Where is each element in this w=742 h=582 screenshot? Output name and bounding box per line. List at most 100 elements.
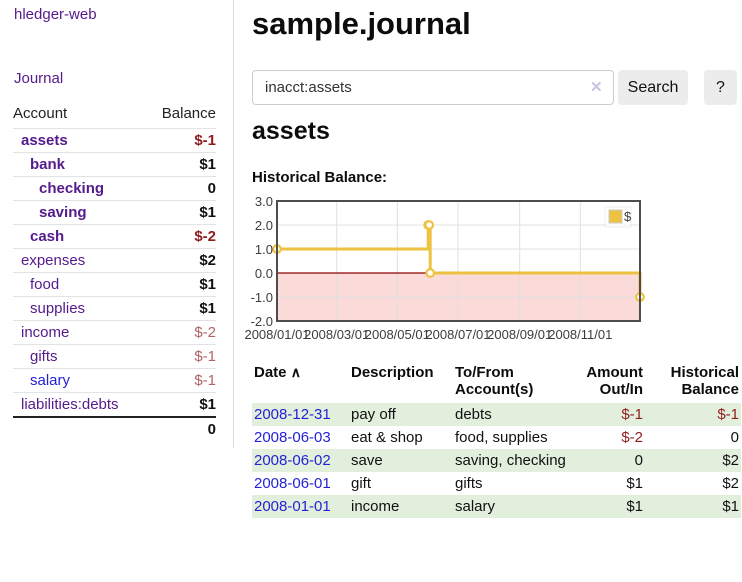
- transaction-description: pay off: [351, 406, 396, 423]
- transaction-accounts: food, supplies: [455, 429, 548, 446]
- account-balance: $1: [147, 296, 216, 321]
- transaction-accounts: saving, checking: [455, 452, 566, 469]
- transaction-amount: 0: [634, 452, 643, 469]
- data-point: [425, 268, 436, 278]
- search-button[interactable]: Search: [618, 70, 688, 105]
- sidebar-item-journal[interactable]: Journal: [14, 70, 64, 87]
- register-row: 2008-01-01 income salary $1 $1: [252, 495, 741, 518]
- x-tick-label: 2008/05/01: [365, 327, 430, 342]
- account-link-bank[interactable]: bank: [30, 156, 66, 173]
- column-header-account: Account: [13, 105, 68, 122]
- transaction-description: gift: [351, 475, 372, 492]
- chart-canvas: $ 3.0 2.0 1.0 0.0 -1.0 -2.0 2008/01/01 2…: [244, 194, 645, 342]
- column-header-balance: Historical Balance: [670, 364, 739, 398]
- account-row: salary $-1: [13, 368, 216, 393]
- transaction-amount: $1: [626, 475, 643, 492]
- transaction-description: save: [351, 452, 383, 469]
- accounts-table-header: Account Balance: [13, 101, 216, 129]
- transaction-balance: $2: [722, 475, 739, 492]
- transaction-amount: $-1: [621, 406, 643, 423]
- search-input[interactable]: [252, 70, 614, 105]
- account-heading: assets: [252, 117, 330, 145]
- transaction-amount: $1: [626, 498, 643, 515]
- sidebar: hledger-web Journal Account Balance asse…: [0, 0, 234, 448]
- legend-swatch: [608, 209, 623, 224]
- account-balance: $-1: [147, 128, 216, 153]
- account-link-salary[interactable]: salary: [30, 372, 71, 389]
- transaction-balance: $1: [722, 498, 739, 515]
- transaction-description: income: [351, 498, 400, 515]
- main-content: sample.journal ✕ Search ? assets Histori…: [244, 0, 742, 582]
- column-header-balance: Balance: [161, 105, 216, 122]
- sort-ascending-icon: ∧: [290, 364, 301, 380]
- register-row: 2008-06-01 gift gifts $1 $2: [252, 472, 741, 495]
- transaction-date-link[interactable]: 2008-06-03: [254, 429, 331, 446]
- legend-label: $: [624, 209, 632, 224]
- x-tick-label: 2008/09/01: [487, 327, 552, 342]
- x-tick-label: 2008/11/01: [548, 327, 612, 342]
- account-link-liabilities-debts[interactable]: liabilities:debts: [21, 396, 119, 413]
- y-tick-label: 3.0: [255, 194, 273, 209]
- app-title-link[interactable]: hledger-web: [14, 6, 97, 23]
- historical-balance-chart: $ 3.0 2.0 1.0 0.0 -1.0 -2.0 2008/01/01 2…: [244, 194, 742, 355]
- transaction-balance: 0: [730, 429, 739, 446]
- account-link-assets[interactable]: assets: [21, 132, 68, 149]
- transaction-accounts: gifts: [455, 475, 483, 492]
- account-balance: $1: [147, 200, 216, 225]
- transaction-date-link[interactable]: 2008-01-01: [254, 498, 331, 515]
- account-link-income[interactable]: income: [21, 324, 70, 341]
- account-balance: 0: [147, 176, 216, 201]
- transaction-balance: $-1: [717, 406, 739, 423]
- accounts-total-value: 0: [147, 416, 216, 441]
- register-row: 2008-12-31 pay off debts $-1 $-1: [252, 403, 741, 426]
- transaction-accounts: debts: [455, 406, 492, 423]
- register-row: 2008-06-02 save saving, checking 0 $2: [252, 449, 741, 472]
- transaction-description: eat & shop: [351, 429, 423, 446]
- y-tick-label: 0.0: [255, 266, 273, 281]
- account-balance: $2: [147, 248, 216, 273]
- x-tick-label: 2008/01/01: [244, 327, 309, 342]
- transaction-balance: $2: [722, 452, 739, 469]
- account-balance: $1: [147, 152, 216, 177]
- transaction-amount: $-2: [621, 429, 643, 446]
- transaction-date-link[interactable]: 2008-06-02: [254, 452, 331, 469]
- help-button[interactable]: ?: [704, 70, 737, 105]
- account-row: supplies $1: [13, 296, 216, 321]
- account-balance: $-2: [147, 320, 216, 345]
- accounts-table: Account Balance assets $-1 bank $1 check…: [13, 101, 216, 441]
- column-header-amount: Amount Out/In: [586, 364, 643, 398]
- account-link-food[interactable]: food: [30, 276, 60, 293]
- account-row: checking 0: [13, 176, 216, 201]
- transaction-date-link[interactable]: 2008-06-01: [254, 475, 331, 492]
- y-tick-label: 2.0: [255, 218, 273, 233]
- account-balance: $-2: [147, 224, 216, 249]
- chart-title: Historical Balance:: [252, 169, 388, 186]
- x-tick-label: 2008/07/01: [425, 327, 490, 342]
- transaction-date-link[interactable]: 2008-12-31: [254, 406, 331, 423]
- account-balance: $-1: [147, 344, 216, 369]
- x-tick-label: 2008/03/01: [304, 327, 369, 342]
- account-row: bank $1: [13, 152, 216, 177]
- account-link-expenses[interactable]: expenses: [21, 252, 86, 269]
- account-balance: $-1: [147, 368, 216, 393]
- y-tick-label: -2.0: [251, 314, 273, 329]
- register-row: 2008-06-03 eat & shop food, supplies $-2…: [252, 426, 741, 449]
- plot-border: [276, 200, 641, 322]
- account-balance: $1: [147, 272, 216, 297]
- account-link-cash[interactable]: cash: [30, 228, 65, 245]
- account-link-checking[interactable]: checking: [39, 180, 105, 197]
- account-row: income $-2: [13, 320, 216, 345]
- column-header-date[interactable]: Date ∧: [254, 364, 301, 381]
- register-table: Date ∧ Description To/From Account(s) Am…: [252, 362, 741, 518]
- y-tick-label: -1.0: [251, 290, 273, 305]
- column-header-accounts: To/From Account(s): [455, 364, 534, 398]
- account-link-saving[interactable]: saving: [39, 204, 87, 221]
- account-link-gifts[interactable]: gifts: [30, 348, 58, 365]
- account-row: saving $1: [13, 200, 216, 225]
- account-link-supplies[interactable]: supplies: [30, 300, 86, 317]
- transaction-accounts: salary: [455, 498, 496, 515]
- clear-search-icon[interactable]: ✕: [590, 79, 603, 96]
- account-row: liabilities:debts $1: [13, 392, 216, 417]
- account-row: assets $-1: [13, 128, 216, 153]
- data-point: [424, 220, 435, 230]
